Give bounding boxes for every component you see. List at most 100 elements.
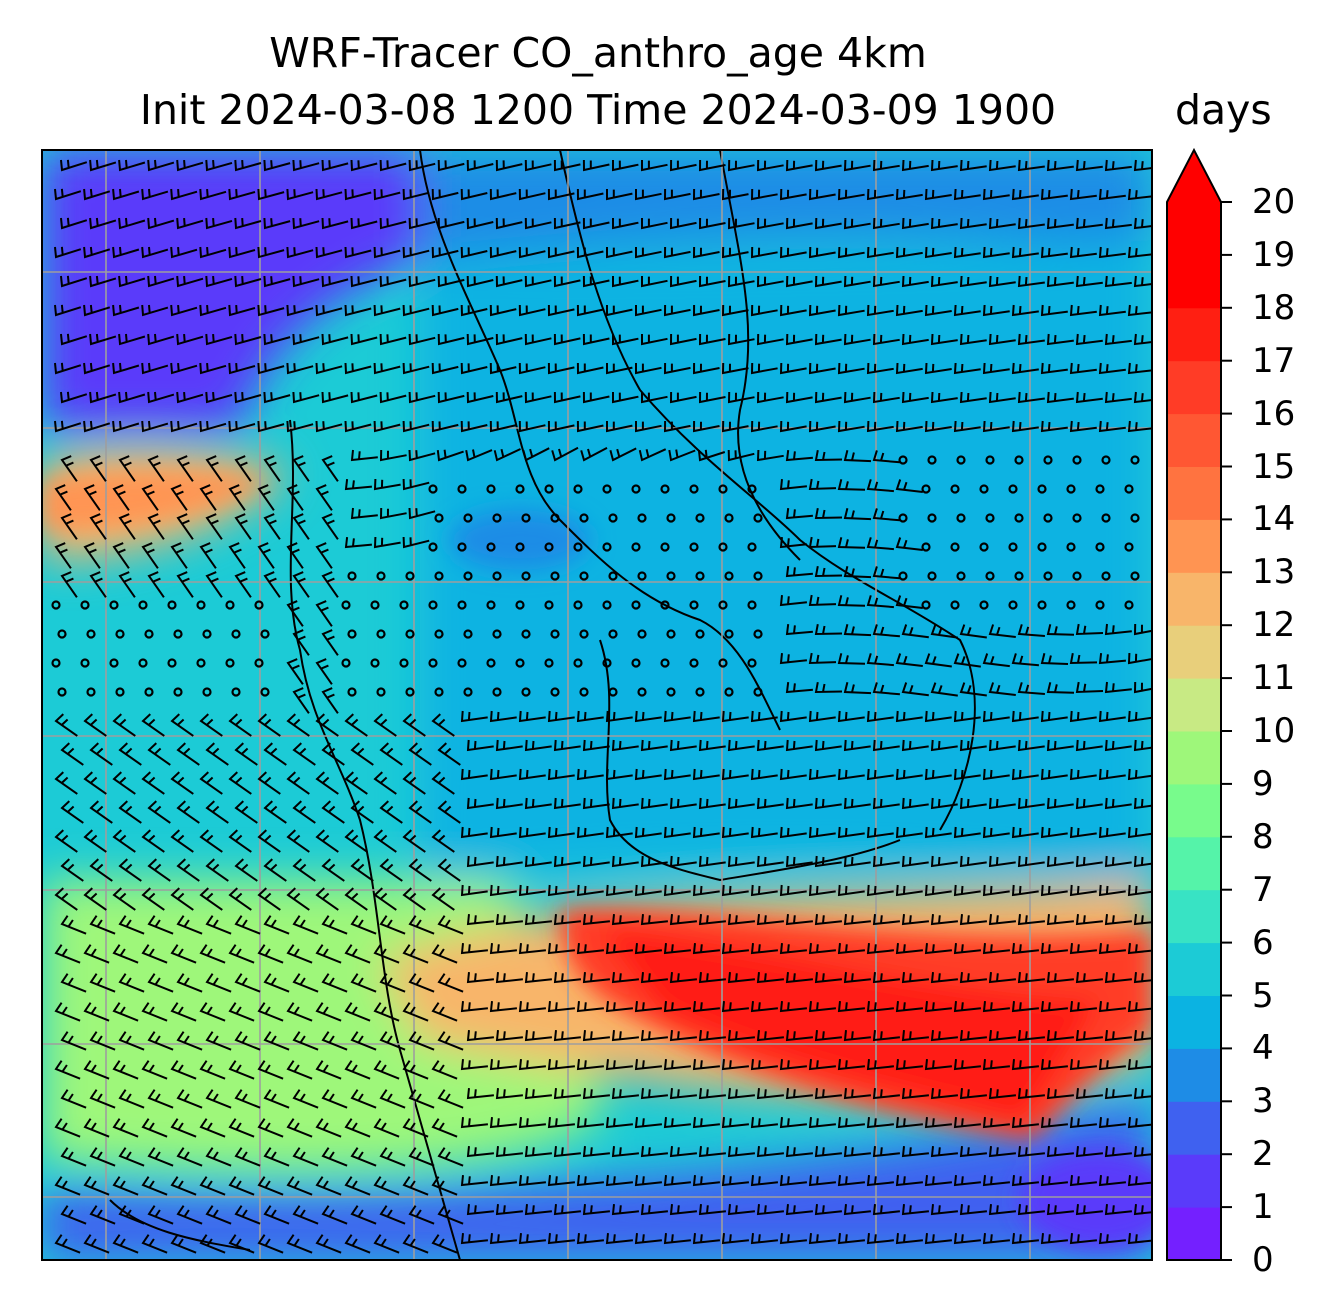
wind-barb	[1017, 739, 1045, 752]
wind-barb	[1104, 623, 1132, 636]
wind-barb	[727, 1203, 756, 1216]
calm-wind-marker	[956, 455, 966, 465]
calm-wind-marker	[1014, 571, 1024, 581]
wind-barb	[518, 362, 546, 375]
wind-barb	[959, 624, 987, 639]
wind-barb	[663, 1058, 692, 1071]
wind-barb	[292, 217, 320, 230]
wind-barb	[257, 542, 275, 569]
wind-barb	[582, 1145, 611, 1158]
wind-barb	[895, 653, 923, 667]
calm-wind-marker	[1101, 513, 1111, 523]
wind-barb	[1098, 884, 1126, 897]
wind-barb	[170, 713, 194, 737]
wind-barb	[234, 1205, 261, 1225]
wind-barb	[170, 484, 188, 511]
wind-barb	[292, 333, 320, 346]
wind-barb	[663, 884, 691, 897]
wind-barb	[524, 797, 552, 810]
wind-barb	[234, 973, 261, 993]
wind-barb	[1046, 1087, 1075, 1100]
wind-barb	[1069, 1000, 1098, 1013]
wind-barb	[524, 971, 553, 984]
wind-barb	[641, 334, 668, 346]
wind-barb	[843, 797, 871, 810]
wind-barb	[350, 858, 374, 882]
wind-barb	[959, 159, 987, 172]
calm-wind-marker	[115, 687, 125, 697]
wind-barb	[930, 1029, 959, 1042]
wind-barb	[779, 1116, 808, 1129]
wind-barb	[437, 1089, 464, 1109]
wind-barb	[205, 915, 232, 935]
calm-wind-marker	[515, 600, 525, 610]
wind-barb	[147, 973, 174, 993]
colorbar-tick-label: 12	[1252, 605, 1296, 646]
wind-barb	[436, 449, 464, 462]
wind-barb	[286, 658, 304, 685]
calm-wind-marker	[57, 629, 67, 639]
wind-barb	[141, 713, 165, 737]
wind-barb	[756, 855, 784, 868]
wind-barb	[669, 739, 697, 752]
wind-barb	[721, 942, 750, 955]
wind-barb	[808, 768, 836, 781]
wind-barb	[640, 913, 669, 926]
wind-barb	[263, 513, 281, 540]
wind-barb	[785, 391, 813, 404]
wind-barb	[576, 188, 604, 201]
wind-barb	[234, 333, 262, 346]
wind-barb	[756, 333, 784, 346]
wind-barb	[756, 1203, 785, 1216]
calm-wind-marker	[950, 484, 960, 494]
calm-wind-marker	[608, 687, 618, 697]
calm-wind-marker	[1124, 600, 1134, 610]
wind-barb	[901, 391, 929, 404]
wind-barb	[982, 420, 1010, 433]
wind-barb	[750, 246, 778, 259]
wind-barb	[402, 420, 430, 433]
wind-barb	[437, 800, 461, 824]
calm-wind-marker	[167, 600, 177, 610]
wind-barb	[837, 1000, 866, 1013]
wind-barb	[112, 1234, 139, 1254]
wind-barb	[1040, 246, 1068, 259]
wind-barb	[953, 1174, 982, 1187]
wind-barb	[402, 246, 430, 259]
wind-barb	[1127, 826, 1152, 839]
wind-barb	[547, 188, 575, 201]
wind-barb	[1011, 1174, 1040, 1187]
wind-barb	[866, 653, 894, 667]
wind-barb	[344, 536, 372, 549]
wind-barb	[1104, 391, 1132, 404]
wind-barb	[408, 1147, 435, 1167]
wind-barb	[1104, 1029, 1133, 1042]
wind-barb	[205, 571, 223, 598]
wind-barb	[1127, 420, 1152, 433]
wind-barb	[547, 1116, 576, 1129]
wind-barb	[431, 887, 455, 911]
wind-barb	[547, 304, 575, 317]
wind-barb	[321, 333, 349, 346]
wind-barb	[814, 217, 842, 230]
wind-barb	[379, 1031, 406, 1051]
wind-barb	[402, 188, 430, 201]
wind-barb	[576, 1116, 605, 1129]
calm-wind-marker	[718, 658, 728, 668]
colorbar-segment	[1167, 1101, 1221, 1155]
wind-barb	[495, 159, 523, 172]
wind-barb	[460, 1000, 489, 1013]
wind-barb	[199, 1060, 226, 1080]
calm-wind-marker	[631, 600, 641, 610]
wind-barb	[750, 1116, 779, 1129]
wind-barb	[959, 391, 987, 404]
wind-barb	[843, 159, 871, 172]
wind-barb	[808, 942, 837, 955]
wind-barb	[437, 217, 465, 230]
wind-barb	[228, 188, 256, 201]
wind-barb	[466, 913, 495, 926]
calm-wind-marker	[196, 658, 206, 668]
wind-barb	[489, 884, 517, 897]
wind-barb	[982, 942, 1011, 955]
calm-wind-marker	[202, 687, 212, 697]
